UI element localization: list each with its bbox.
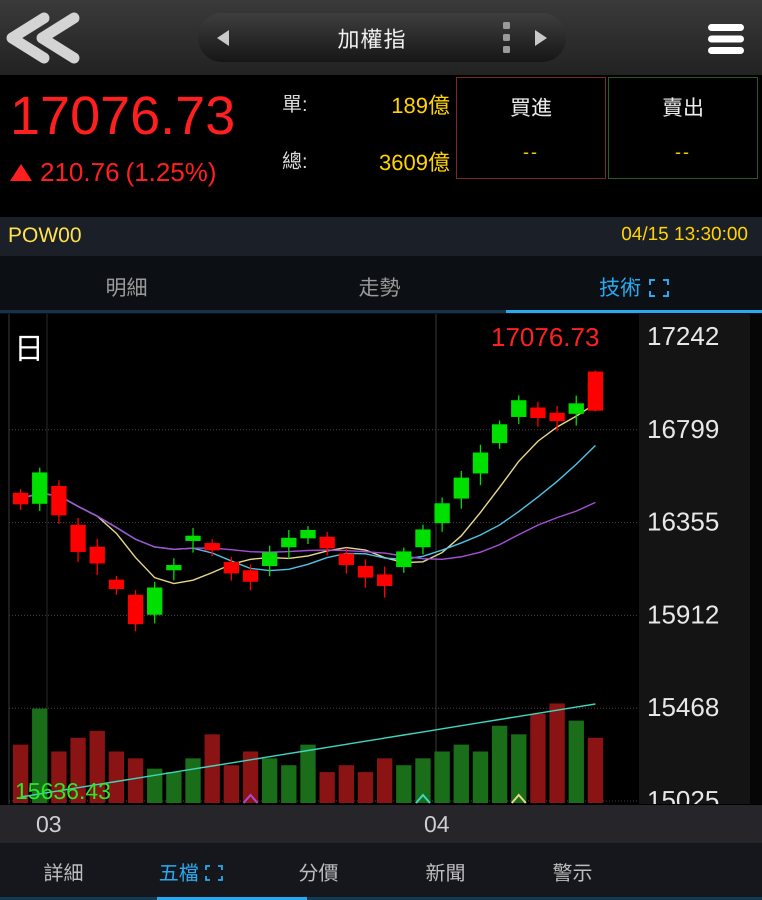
svg-text:17242: 17242	[647, 321, 719, 351]
svg-text:15636.43: 15636.43	[15, 778, 111, 804]
svg-text:15468: 15468	[647, 692, 719, 722]
svg-text:17076.73: 17076.73	[491, 322, 599, 352]
svg-text:16355: 16355	[647, 507, 719, 537]
svg-text:15025: 15025	[647, 785, 719, 804]
svg-text:16799: 16799	[647, 414, 719, 444]
svg-text:日: 日	[14, 333, 44, 366]
svg-text:15912: 15912	[647, 599, 719, 629]
